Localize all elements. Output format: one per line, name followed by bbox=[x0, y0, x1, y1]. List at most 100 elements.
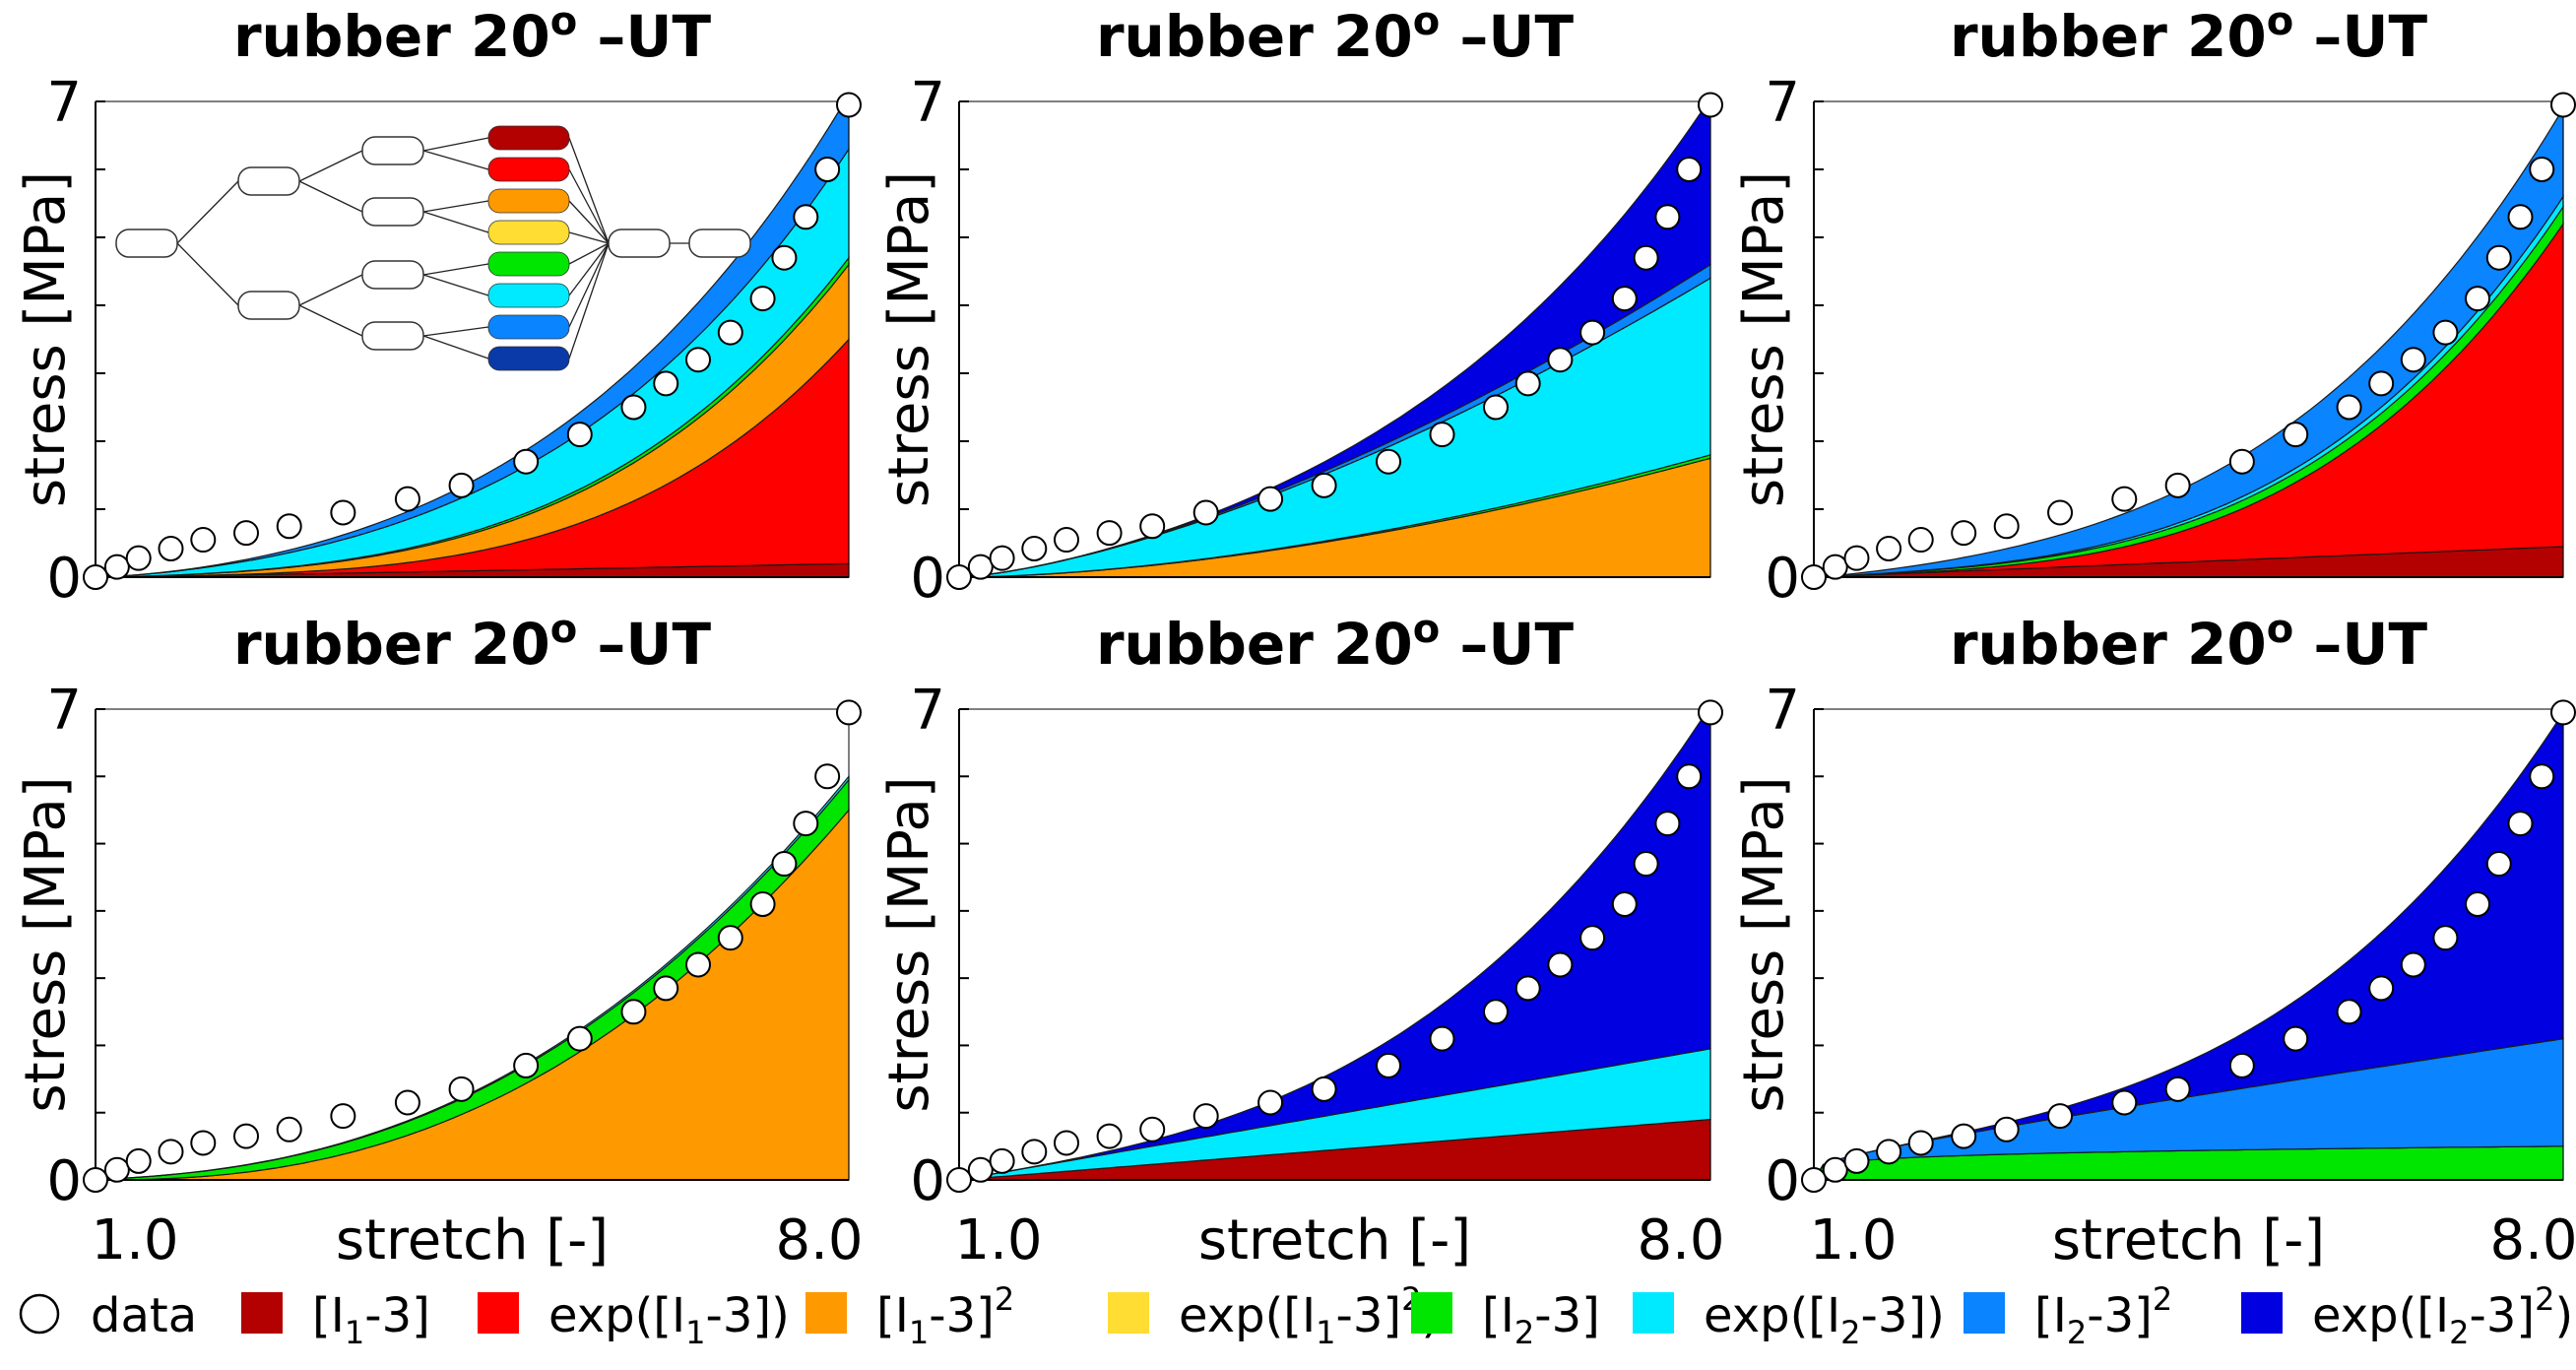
legend-label: exp([I1-3]) bbox=[548, 1288, 790, 1351]
inset-edge bbox=[176, 242, 239, 306]
data-point bbox=[1676, 157, 1703, 182]
panel-1: rubber 20o –UT 0 7 stress [MPa] bbox=[14, 0, 862, 611]
inset-colored-node bbox=[487, 188, 570, 214]
data-point bbox=[2529, 157, 2555, 182]
y-tick-label: 0 bbox=[46, 547, 82, 611]
data-point bbox=[989, 545, 1015, 571]
data-point bbox=[125, 1147, 152, 1174]
data-point bbox=[2485, 851, 2512, 878]
data-point bbox=[1429, 1025, 1455, 1052]
data-point bbox=[1376, 448, 1401, 475]
data-point bbox=[1907, 527, 1934, 554]
data-point bbox=[653, 975, 679, 1002]
data-point bbox=[1907, 1130, 1934, 1156]
legend-swatch-expquad_I2 bbox=[2241, 1292, 2283, 1334]
data-point bbox=[1579, 925, 1606, 951]
data-point bbox=[190, 527, 217, 554]
panel-4: rubber 20o –UT 0 7 stress [MPa] 1.0 8.0 stretc… bbox=[14, 607, 864, 1272]
data-point bbox=[83, 564, 108, 590]
data-point bbox=[158, 536, 184, 562]
inset-edge bbox=[298, 150, 363, 182]
legend-item-lin_I1: [I1-3] bbox=[241, 1288, 430, 1351]
legend-label: [I1-3] bbox=[312, 1288, 430, 1351]
y-tick-label: 0 bbox=[46, 1149, 82, 1213]
inset-edge bbox=[298, 304, 363, 337]
data-point bbox=[946, 1167, 972, 1193]
data-point bbox=[1633, 851, 1659, 878]
inset-node bbox=[688, 228, 751, 258]
data-point bbox=[685, 951, 711, 978]
inset-edge bbox=[422, 335, 489, 359]
data-point bbox=[2507, 811, 2534, 837]
data-point bbox=[1139, 513, 1166, 540]
inset-edge bbox=[422, 137, 489, 152]
data-point bbox=[967, 554, 994, 580]
data-point bbox=[566, 1025, 593, 1052]
data-point bbox=[1951, 520, 1977, 547]
data-point bbox=[836, 699, 862, 726]
inset-colored-node bbox=[487, 251, 570, 277]
data-point bbox=[2529, 763, 2555, 790]
legend-label: data bbox=[91, 1288, 197, 1343]
data-point bbox=[2550, 92, 2576, 118]
data-point bbox=[330, 499, 356, 526]
data-point bbox=[749, 286, 776, 312]
legend: data [I1-3] exp([I1-3]) [I1-3]2 exp([I1-3]2)… bbox=[19, 1280, 2573, 1351]
data-point bbox=[836, 92, 862, 118]
legend-label: [I1-3]2 bbox=[876, 1280, 1014, 1351]
inset-edge bbox=[568, 200, 610, 244]
data-point bbox=[793, 204, 819, 230]
data-point bbox=[1698, 699, 1723, 726]
data-point bbox=[2111, 1089, 2138, 1116]
y-axis-label: stress [MPa] bbox=[1732, 171, 1796, 507]
data-point bbox=[190, 1130, 217, 1156]
data-point bbox=[946, 564, 972, 590]
data-point bbox=[2111, 486, 2138, 512]
inset-edge bbox=[568, 242, 610, 296]
inset-network-diagram bbox=[115, 125, 751, 371]
data-point bbox=[1021, 536, 1048, 562]
legend-swatch-exp_I1 bbox=[478, 1292, 519, 1334]
data-point bbox=[2283, 422, 2309, 448]
legend-item-quad_I1: [I1-3]2 bbox=[805, 1280, 1014, 1351]
data-point bbox=[2465, 286, 2491, 312]
x-tick-label: 8.0 bbox=[2489, 1208, 2576, 1272]
data-point bbox=[1054, 527, 1079, 554]
data-point bbox=[1096, 1123, 1123, 1149]
inset-node bbox=[608, 228, 671, 258]
data-point bbox=[2228, 448, 2255, 475]
panel-6: rubber 20o –UT 0 7 stress [MPa] 1.0 8.0 stretc… bbox=[1732, 607, 2576, 1272]
y-tick-label: 7 bbox=[1765, 71, 1800, 135]
data-point bbox=[717, 319, 743, 346]
data-point bbox=[513, 448, 540, 475]
data-point bbox=[566, 422, 593, 448]
x-tick-label: 8.0 bbox=[775, 1208, 863, 1272]
data-point bbox=[1054, 1130, 1079, 1156]
inset-edge bbox=[176, 180, 239, 244]
x-axis-label: stretch [-] bbox=[336, 1208, 609, 1272]
data-point bbox=[1483, 394, 1509, 421]
panel-title: rubber 20o –UT bbox=[233, 607, 712, 678]
y-tick-label: 7 bbox=[46, 71, 82, 135]
data-point bbox=[2164, 472, 2191, 498]
legend-item-expquad_I2: exp([I2-3]2) bbox=[2241, 1280, 2573, 1351]
inset-colored-node bbox=[487, 346, 570, 371]
panel-2: rubber 20o –UT 0 7 stress [MPa] bbox=[877, 0, 1723, 611]
data-point bbox=[2465, 891, 2491, 918]
data-point bbox=[1822, 554, 1848, 580]
data-point bbox=[2368, 975, 2395, 1002]
legend-swatch-exp_I2 bbox=[1633, 1292, 1674, 1334]
inset-node bbox=[361, 260, 424, 290]
panel-3: rubber 20o –UT 0 7 stress [MPa] bbox=[1732, 0, 2576, 611]
legend-item-exp_I1: exp([I1-3]) bbox=[478, 1288, 790, 1351]
panel-title: rubber 20o –UT bbox=[1096, 0, 1575, 70]
x-tick-label: 1.0 bbox=[954, 1208, 1042, 1272]
inset-node bbox=[115, 228, 178, 258]
inset-node bbox=[361, 321, 424, 351]
data-point bbox=[1654, 811, 1681, 837]
y-tick-label: 7 bbox=[910, 679, 945, 743]
data-point bbox=[2507, 204, 2534, 230]
data-point bbox=[1801, 1167, 1827, 1193]
y-axis-label: stress [MPa] bbox=[14, 776, 78, 1112]
